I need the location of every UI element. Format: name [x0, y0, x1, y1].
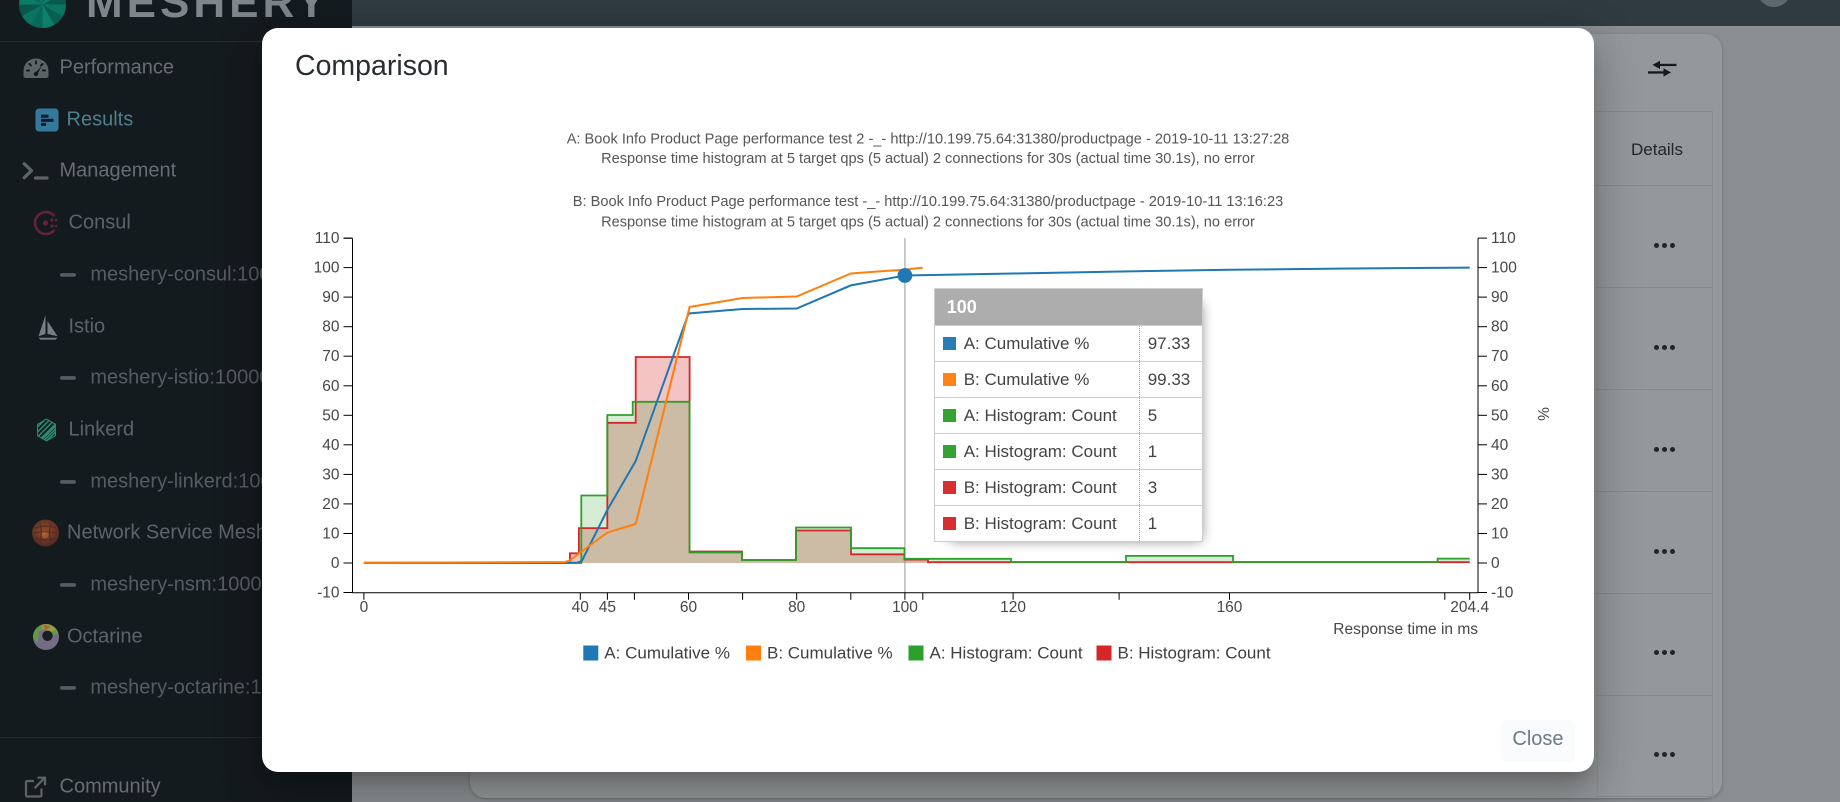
svg-text:60: 60: [680, 599, 698, 616]
svg-text:A: Book Info Product Page perf: A: Book Info Product Page performance te…: [567, 132, 1290, 148]
svg-text:A: Histogram: Count: A: Histogram: Count: [930, 644, 1083, 663]
svg-text:0: 0: [360, 599, 369, 616]
svg-text:40: 40: [322, 437, 340, 454]
svg-text:90: 90: [322, 289, 340, 306]
svg-text:70: 70: [322, 348, 340, 365]
svg-text:160: 160: [1217, 599, 1243, 616]
svg-text:80: 80: [1491, 319, 1509, 336]
svg-text:0: 0: [1491, 555, 1500, 572]
svg-text:%: %: [1534, 407, 1551, 421]
svg-text:Response time in ms: Response time in ms: [1333, 621, 1478, 638]
svg-text:Response time histogram at 5 t: Response time histogram at 5 target qps …: [601, 215, 1255, 231]
svg-text:0: 0: [331, 555, 340, 572]
svg-text:45: 45: [599, 599, 616, 616]
svg-text:A: Cumulative %: A: Cumulative %: [604, 644, 730, 663]
svg-text:120: 120: [1000, 599, 1026, 616]
svg-text:50: 50: [1491, 407, 1509, 424]
svg-text:60: 60: [1491, 378, 1509, 395]
svg-text:Response time histogram at 5 t: Response time histogram at 5 target qps …: [601, 151, 1255, 167]
svg-text:40: 40: [572, 599, 590, 616]
svg-text:100: 100: [892, 599, 918, 616]
svg-text:80: 80: [788, 599, 806, 616]
svg-text:50: 50: [322, 407, 340, 424]
svg-text:-10: -10: [317, 585, 340, 602]
svg-text:30: 30: [1491, 466, 1509, 483]
svg-text:20: 20: [1491, 496, 1509, 513]
svg-text:204.4: 204.4: [1450, 599, 1489, 616]
svg-text:100: 100: [1491, 260, 1517, 277]
svg-text:-10: -10: [1491, 585, 1514, 602]
svg-text:30: 30: [322, 466, 340, 483]
svg-text:10: 10: [322, 526, 340, 543]
svg-text:40: 40: [1491, 437, 1509, 454]
svg-text:B: Cumulative %: B: Cumulative %: [767, 644, 893, 663]
svg-text:B: Book Info Product Page perf: B: Book Info Product Page performance te…: [573, 194, 1283, 210]
svg-text:10: 10: [1491, 526, 1509, 543]
svg-text:110: 110: [1491, 230, 1516, 247]
svg-text:90: 90: [1491, 289, 1509, 306]
svg-text:60: 60: [322, 378, 340, 395]
svg-text:20: 20: [322, 496, 340, 513]
svg-text:110: 110: [315, 230, 340, 247]
svg-text:B: Histogram: Count: B: Histogram: Count: [1118, 644, 1271, 663]
svg-text:70: 70: [1491, 348, 1509, 365]
svg-text:100: 100: [314, 260, 340, 277]
svg-text:80: 80: [322, 319, 340, 336]
